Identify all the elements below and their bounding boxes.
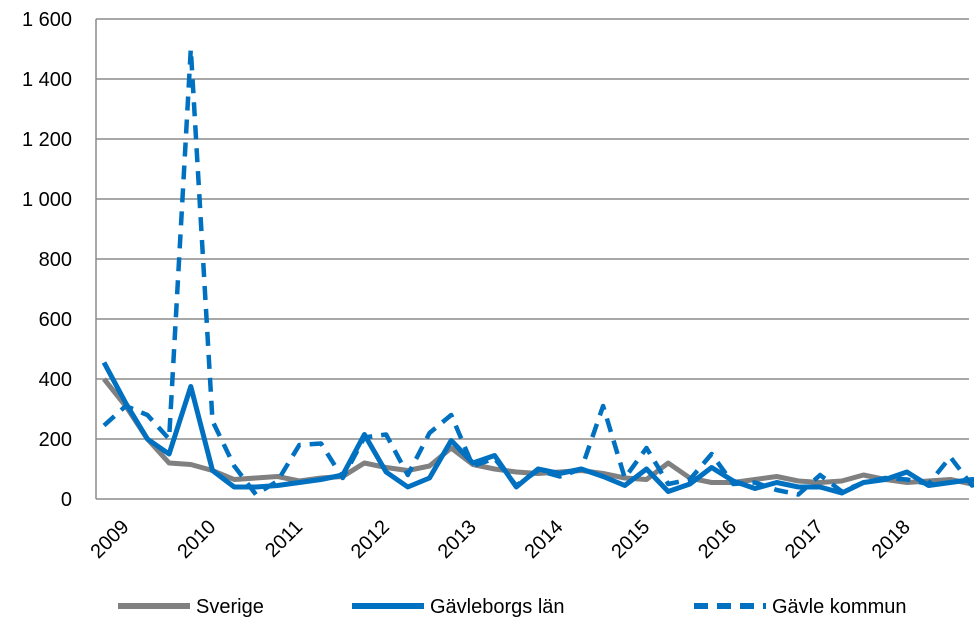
x-tick-label: 2013 — [434, 516, 481, 563]
x-tick-label: 2018 — [868, 516, 915, 563]
y-tick-label: 1 200 — [22, 129, 72, 151]
x-tick-label: 2011 — [261, 516, 307, 562]
x-tick-label: 2010 — [173, 516, 220, 563]
x-tick-label: 2009 — [87, 516, 134, 563]
legend-label: Sverige — [196, 596, 264, 618]
y-tick-label: 0 — [61, 489, 72, 511]
y-tick-label: 1 400 — [22, 69, 72, 91]
y-tick-label: 400 — [39, 369, 72, 391]
y-tick-label: 200 — [39, 429, 72, 451]
x-tick-label: 2012 — [347, 516, 394, 563]
x-tick-label: 2015 — [607, 516, 654, 563]
legend-label: Gävleborgs län — [430, 596, 565, 618]
series-lines — [101, 46, 974, 497]
series-line-2 — [102, 46, 974, 497]
x-tick-label: 2016 — [694, 516, 741, 563]
legend-label: Gävle kommun — [772, 596, 907, 618]
y-tick-label: 1 600 — [22, 9, 72, 31]
x-tick-label: 2017 — [781, 516, 828, 563]
x-axis-tick-labels: 2009 2010 2011 2012 2013 2014 2015 2016 2017 2018 — [87, 516, 915, 563]
y-tick-label: 600 — [39, 309, 72, 331]
y-tick-label: 1 000 — [22, 189, 72, 211]
y-axis-tick-labels: 0 200 400 600 800 1 000 1 200 1 400 1 600 — [22, 9, 72, 511]
legend: Sverige Gävleborgs län Gävle kommun — [118, 596, 907, 618]
x-tick-label: 2014 — [521, 516, 568, 563]
y-tick-label: 800 — [39, 249, 72, 271]
gridlines — [95, 18, 969, 500]
